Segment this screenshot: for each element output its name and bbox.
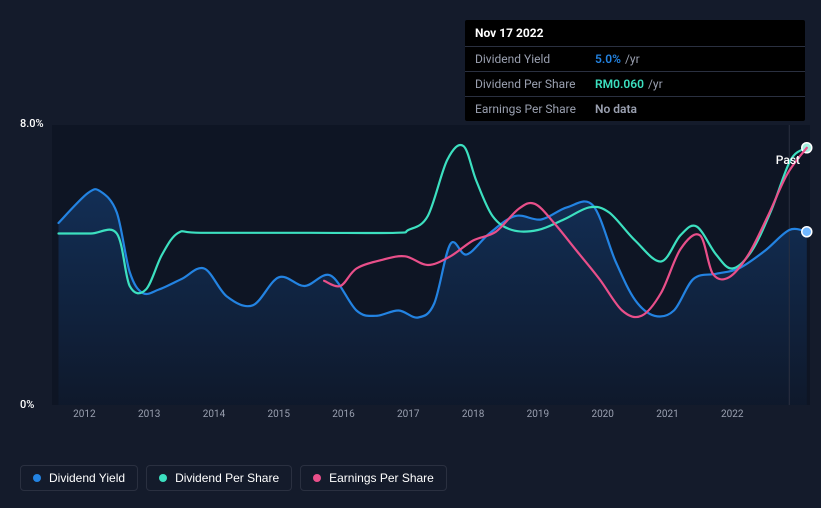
x-tick: 2015 xyxy=(268,409,290,420)
x-tick: 2018 xyxy=(462,409,484,420)
y-tick-min: 0% xyxy=(20,398,34,411)
x-tick: 2019 xyxy=(527,409,549,420)
plot-area: Past xyxy=(52,125,810,405)
tooltip-row-value: RM0.060 xyxy=(595,77,644,91)
tooltip: Nov 17 2022 Dividend Yield5.0%/yrDividen… xyxy=(465,20,805,121)
x-tick: 2022 xyxy=(721,409,743,420)
tooltip-row: Dividend Per ShareRM0.060/yr xyxy=(465,72,805,97)
legend-label: Dividend Per Share xyxy=(175,471,279,485)
chart: 8.0% 0% Past 201220132014201520162017201… xyxy=(20,105,810,425)
tooltip-row-label: Dividend Per Share xyxy=(475,77,595,91)
y-tick-max: 8.0% xyxy=(20,117,44,130)
tooltip-row: Dividend Yield5.0% /yr xyxy=(465,47,805,72)
x-tick: 2014 xyxy=(203,409,225,420)
legend-item[interactable]: Dividend Per Share xyxy=(146,465,292,491)
legend-item[interactable]: Earnings Per Share xyxy=(300,465,447,491)
x-tick: 2020 xyxy=(591,409,613,420)
legend-swatch xyxy=(313,474,321,482)
tooltip-row-label: Dividend Yield xyxy=(475,52,595,66)
tooltip-row-label: Earnings Per Share xyxy=(475,102,595,116)
x-tick: 2012 xyxy=(73,409,95,420)
legend-item[interactable]: Dividend Yield xyxy=(20,465,138,491)
legend-label: Dividend Yield xyxy=(49,471,125,485)
legend-label: Earnings Per Share xyxy=(329,471,434,485)
tooltip-row-value: 5.0% xyxy=(595,52,621,66)
past-label: Past xyxy=(776,153,800,167)
x-tick: 2017 xyxy=(397,409,419,420)
x-axis: 2012 2013 2014 2015 2016 2017 2018 2019 2020 2021… xyxy=(52,409,810,425)
tooltip-row: Earnings Per ShareNo data xyxy=(465,97,805,121)
tooltip-row-suffix: /yr xyxy=(625,52,640,66)
x-tick: 2016 xyxy=(332,409,354,420)
area-fill xyxy=(59,189,807,405)
tooltip-date: Nov 17 2022 xyxy=(465,20,805,47)
legend-swatch xyxy=(33,474,41,482)
x-tick: 2021 xyxy=(656,409,678,420)
tooltip-row-suffix: /yr xyxy=(648,77,663,91)
series-line-dividend_per_share xyxy=(59,145,807,293)
legend-swatch xyxy=(159,474,167,482)
tooltip-row-value: No data xyxy=(595,102,637,116)
x-tick: 2013 xyxy=(138,409,160,420)
series-end-marker-dividend_yield xyxy=(802,227,812,237)
legend: Dividend Yield Dividend Per Share Earnings… xyxy=(20,465,447,491)
